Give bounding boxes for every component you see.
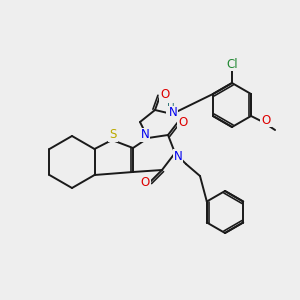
Text: N: N [174,149,182,163]
Text: O: O [178,116,188,128]
Text: O: O [140,176,150,188]
Text: N: N [141,128,149,142]
Text: O: O [160,88,169,101]
Text: N: N [169,106,177,119]
Text: H: H [167,103,175,113]
Text: Cl: Cl [226,58,238,70]
Text: S: S [109,128,117,142]
Text: O: O [261,113,271,127]
